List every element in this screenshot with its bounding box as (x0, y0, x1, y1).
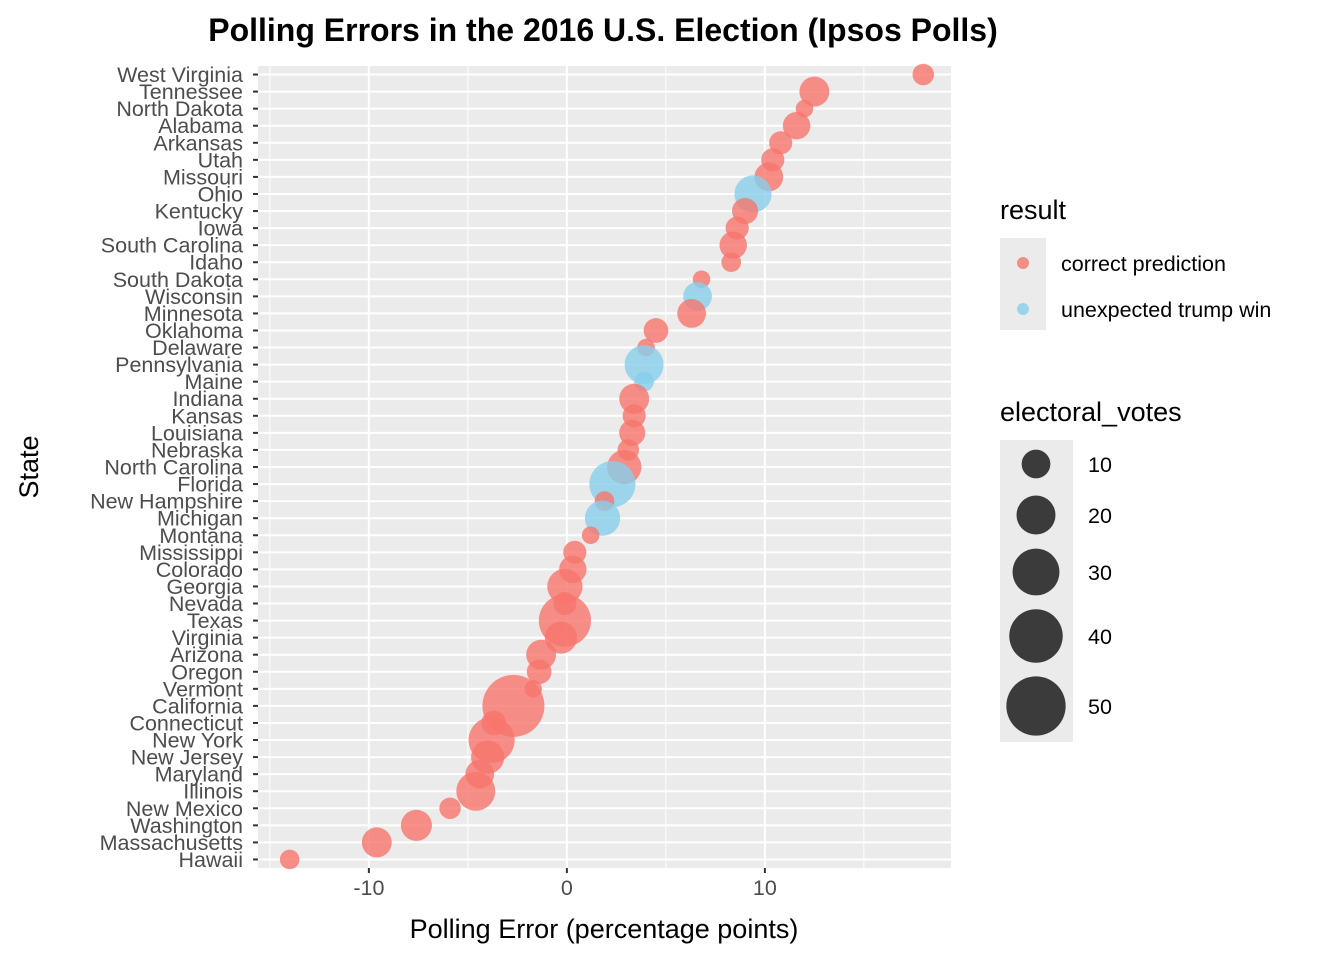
size-legend-label-20: 20 (1088, 504, 1112, 528)
y-tick-label-connecticut: Connecticut (129, 711, 243, 735)
chart-title: Polling Errors in the 2016 U.S. Election… (208, 12, 998, 48)
y-tick-label-utah: Utah (198, 148, 243, 172)
point-pennsylvania (624, 345, 664, 385)
size-legend-key-20 (1016, 495, 1056, 535)
point-louisiana (619, 419, 646, 446)
size-legend-key-40 (1009, 609, 1063, 663)
x-tick-label: 10 (753, 876, 777, 900)
point-west-virginia (912, 63, 935, 86)
point-hawaii (279, 849, 300, 870)
y-tick-label-pennsylvania: Pennsylvania (115, 353, 243, 377)
legend-key-correct-prediction (1017, 257, 1029, 269)
point-michigan (584, 500, 621, 536)
y-tick-label-arizona: Arizona (170, 643, 243, 667)
size-legend-key-10 (1021, 449, 1051, 479)
y-tick-label-kentucky: Kentucky (155, 200, 244, 224)
point-south-carolina (719, 231, 747, 259)
point-oregon (526, 659, 552, 685)
y-tick-label-louisiana: Louisiana (151, 421, 243, 445)
point-alabama (782, 111, 811, 140)
y-tick-label-missouri: Missouri (163, 165, 243, 189)
color-legend-title: result (1000, 195, 1067, 225)
size-legend-label-30: 30 (1088, 561, 1112, 585)
y-tick-label-mississippi: Mississippi (139, 541, 243, 565)
size-legend-label-10: 10 (1088, 453, 1112, 477)
point-illinois (456, 771, 496, 811)
point-indiana (619, 383, 650, 414)
y-tick-label-california: California (152, 694, 243, 718)
legend-label-unexpected-trump-win: unexpected trump win (1061, 298, 1271, 322)
y-tick-label-iowa: Iowa (198, 217, 243, 241)
grid (258, 66, 951, 868)
size-legend-key-50 (1006, 676, 1066, 736)
y-tick-label-tennessee: Tennessee (139, 80, 243, 104)
y-tick-label-new-jersey: New Jersey (131, 746, 244, 770)
point-georgia (547, 568, 583, 605)
y-tick-label-vermont: Vermont (163, 677, 243, 701)
y-tick-label-new-york: New York (152, 729, 243, 753)
y-tick-label-maine: Maine (184, 370, 243, 394)
y-tick-label-ohio: Ohio (198, 182, 243, 206)
size-legend-keys: 10 20 30 40 50 (1006, 449, 1112, 736)
x-axis: -10 0 10 (353, 868, 777, 900)
y-tick-label-texas: Texas (187, 609, 243, 633)
y-tick-label-new-mexico: New Mexico (126, 797, 243, 821)
size-legend-title: electoral_votes (1000, 397, 1182, 427)
x-tick-label: -10 (353, 876, 384, 900)
x-axis-title: Polling Error (percentage points) (410, 914, 799, 944)
point-minnesota (677, 299, 706, 328)
y-axis-title: State (14, 435, 44, 498)
legend-label-correct-prediction: correct prediction (1061, 252, 1226, 276)
y-tick-label-illinois: Illinois (183, 780, 243, 804)
y-tick-label-massachusetts: Massachusetts (100, 831, 243, 855)
y-tick-label-colorado: Colorado (156, 558, 243, 582)
size-legend-label-50: 50 (1088, 695, 1112, 719)
y-tick-label-south-dakota: South Dakota (113, 268, 243, 292)
y-tick-label-virginia: Virginia (172, 626, 243, 650)
y-tick-label-nevada: Nevada (169, 592, 243, 616)
data-points (279, 63, 935, 870)
point-new-mexico (439, 797, 461, 820)
y-tick-label-hawaii: Hawaii (178, 848, 243, 872)
y-tick-label-georgia: Georgia (167, 575, 244, 599)
size-legend: electoral_votes 10 20 30 40 50 (1000, 397, 1182, 742)
point-idaho (721, 252, 742, 273)
y-tick-label-oregon: Oregon (171, 660, 243, 684)
x-tick-label: 0 (561, 876, 573, 900)
size-legend-key-30 (1012, 548, 1060, 596)
point-massachusetts (361, 827, 392, 858)
y-tick-label-delaware: Delaware (152, 336, 243, 360)
y-tick-label-nebraska: Nebraska (151, 438, 243, 462)
y-tick-label-florida: Florida (177, 473, 243, 497)
y-tick-label-kansas: Kansas (171, 404, 243, 428)
y-tick-label-south-carolina: South Carolina (101, 234, 243, 258)
y-tick-label-maryland: Maryland (155, 763, 243, 787)
legend-key-unexpected-trump-win (1017, 303, 1029, 315)
y-tick-label-west-virginia: West Virginia (117, 63, 243, 87)
y-tick-label-indiana: Indiana (172, 387, 243, 411)
color-legend: result correct prediction unexpected tru… (1000, 195, 1271, 330)
point-montana (581, 526, 600, 545)
y-tick-label-north-dakota: North Dakota (116, 97, 243, 121)
y-tick-label-michigan: Michigan (157, 507, 243, 531)
y-tick-label-new-hampshire: New Hampshire (90, 490, 243, 514)
point-oklahoma (643, 318, 669, 343)
y-tick-label-north-carolina: North Carolina (104, 456, 243, 480)
y-tick-label-idaho: Idaho (189, 251, 243, 275)
y-tick-label-montana: Montana (159, 524, 243, 548)
color-legend-key-background (1000, 238, 1046, 330)
point-washington (400, 809, 432, 841)
size-legend-label-40: 40 (1088, 625, 1112, 649)
y-tick-label-wisconsin: Wisconsin (145, 285, 243, 309)
point-tennessee (799, 76, 830, 107)
y-tick-label-washington: Washington (130, 814, 243, 838)
y-tick-label-minnesota: Minnesota (144, 302, 243, 326)
y-tick-label-alabama: Alabama (158, 114, 243, 138)
y-tick-label-oklahoma: Oklahoma (145, 319, 243, 343)
y-tick-label-arkansas: Arkansas (153, 131, 243, 155)
